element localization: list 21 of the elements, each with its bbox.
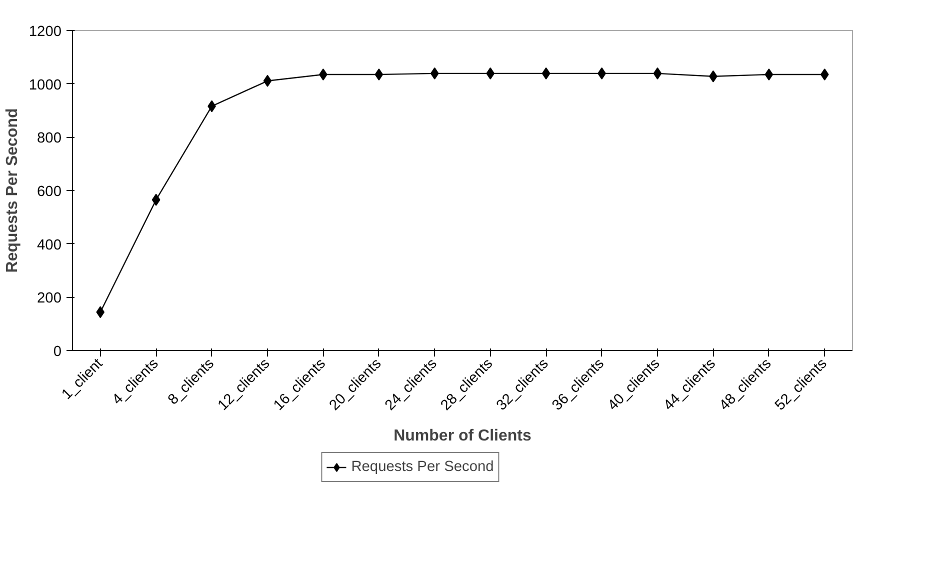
point — [319, 68, 328, 80]
point — [820, 68, 829, 80]
y-tick-label: 1000 — [28, 77, 62, 94]
point — [152, 194, 160, 206]
point — [430, 67, 439, 80]
point — [96, 306, 105, 318]
point — [764, 68, 774, 80]
y-axis-title: Requests Per Second — [4, 108, 21, 273]
point — [542, 67, 550, 80]
legend-label: Requests Per Second — [351, 459, 494, 475]
point — [263, 74, 272, 87]
y-tick-label: 200 — [37, 290, 62, 307]
y-tick-label: 0 — [53, 344, 62, 360]
y-tick-label: 400 — [37, 237, 62, 254]
y-tick-label: 600 — [37, 184, 62, 200]
x-axis-title: Number of Clients — [394, 427, 532, 444]
point — [653, 67, 662, 80]
point — [374, 68, 384, 80]
y-tick-label: 800 — [37, 130, 62, 147]
y-tick-label: 1200 — [28, 24, 62, 40]
point — [486, 67, 495, 80]
